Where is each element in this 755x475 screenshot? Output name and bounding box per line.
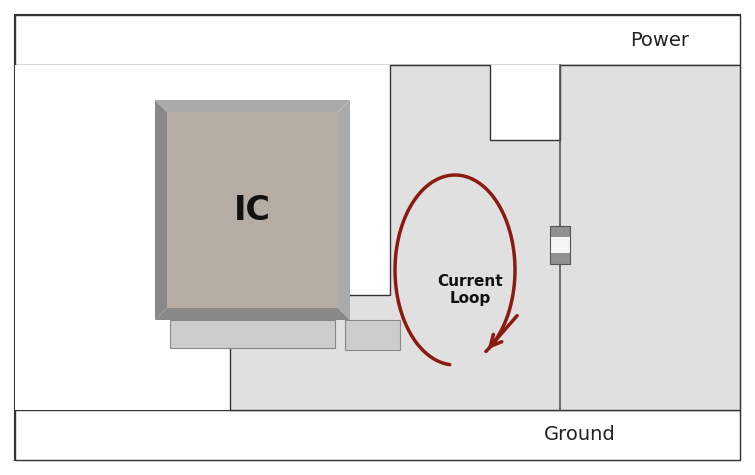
Bar bbox=[550, 253, 570, 264]
Bar bbox=[550, 226, 570, 237]
Polygon shape bbox=[230, 65, 740, 410]
Bar bbox=[15, 410, 740, 460]
Text: IC: IC bbox=[234, 193, 271, 227]
Text: Power: Power bbox=[630, 30, 689, 49]
Polygon shape bbox=[155, 100, 350, 112]
Polygon shape bbox=[155, 100, 167, 320]
Text: Current
Loop: Current Loop bbox=[437, 274, 503, 306]
Polygon shape bbox=[155, 308, 350, 320]
Bar bbox=[170, 320, 335, 348]
Bar bbox=[345, 320, 400, 350]
Bar bbox=[15, 65, 740, 410]
Bar bbox=[550, 237, 570, 253]
Bar bbox=[167, 112, 338, 308]
Bar bbox=[550, 226, 570, 264]
Text: Ground: Ground bbox=[544, 426, 616, 445]
Polygon shape bbox=[338, 100, 350, 320]
Bar bbox=[15, 65, 740, 410]
Bar bbox=[15, 15, 740, 65]
